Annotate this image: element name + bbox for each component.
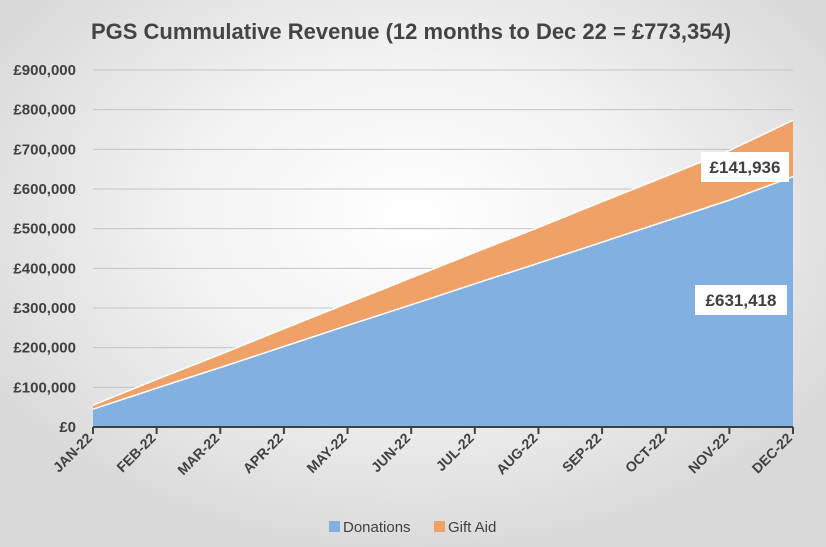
legend-item[interactable]: Donations [329,519,411,536]
y-tick-label: £400,000 [13,260,76,277]
data-label: £631,418 [695,285,787,315]
chart-title: PGS Cummulative Revenue (12 months to De… [91,19,731,44]
x-tick-label: JAN-22 [50,430,96,476]
y-tick-label: £800,000 [13,102,76,119]
y-tick-label: £700,000 [13,141,76,158]
plot-area [92,119,794,427]
legend-swatch [329,521,340,532]
legend[interactable]: Donations Gift Aid [329,519,496,536]
y-tick-label: £500,000 [13,221,76,238]
x-tick-label: JUN-22 [368,430,414,476]
data-label-text: £141,936 [710,158,781,177]
data-label-box [701,152,789,182]
y-tick-label: £0 [59,419,76,436]
x-tick-label: JUL-22 [433,430,477,474]
legend-item[interactable]: Gift Aid [434,519,496,536]
legend-label: Donations [343,519,411,536]
y-tick-label: £200,000 [13,340,76,357]
data-label: £141,936 [701,152,789,182]
x-tick-label: FEB-22 [113,430,159,476]
series-boundary-line [92,175,794,410]
y-tick-label: £300,000 [13,300,76,317]
x-tick-label: MAY-22 [303,430,349,476]
data-label-box [695,285,787,315]
x-tick-label: MAR-22 [174,430,222,478]
series-gift-aid-area [93,120,793,410]
x-tick-label: DEC-22 [749,430,796,477]
series-top-line [92,119,794,406]
legend-label: Gift Aid [448,519,496,536]
series-donations-area [93,176,793,427]
x-tick-label: SEP-22 [559,430,605,476]
x-tick-label: AUG-22 [493,430,541,478]
x-tick-label: OCT-22 [622,430,668,476]
y-tick-label: £900,000 [13,62,76,79]
legend-swatch [434,521,445,532]
annotations: £141,936 £631,418 [695,152,789,315]
x-tick-label: NOV-22 [685,430,732,477]
y-tick-label: £100,000 [13,379,76,396]
gridlines [93,69,793,388]
x-tick-label: APR-22 [240,430,287,477]
data-label-text: £631,418 [706,291,777,310]
y-tick-label: £600,000 [13,181,76,198]
